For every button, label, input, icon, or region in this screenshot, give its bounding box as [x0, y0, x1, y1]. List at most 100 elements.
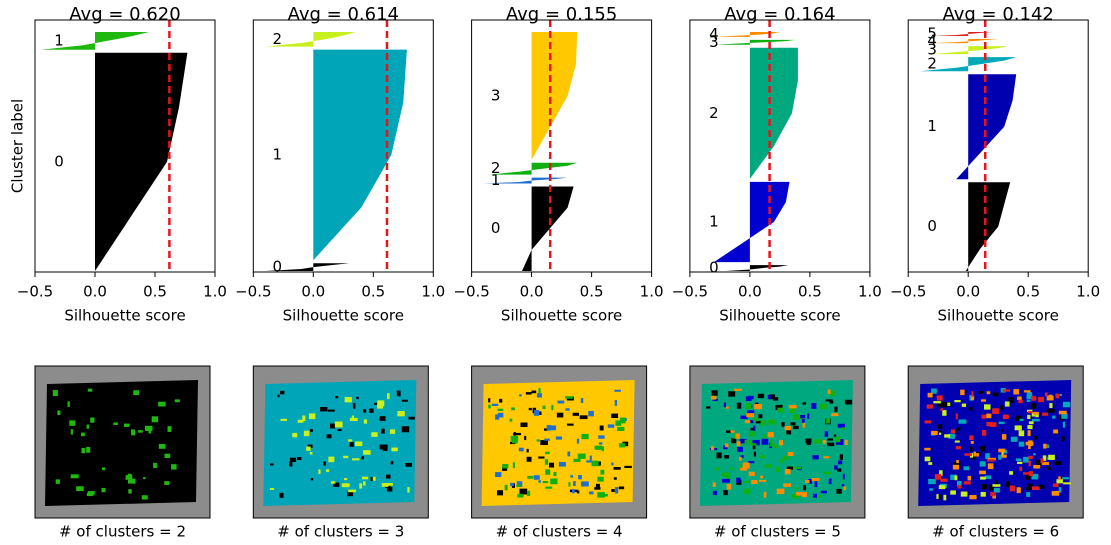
cluster-silhouette — [95, 52, 188, 272]
image-speck — [734, 388, 742, 391]
image-speck — [1054, 461, 1062, 466]
image-speck — [1023, 456, 1029, 463]
image-speck — [1040, 458, 1044, 464]
image-speck — [802, 492, 808, 498]
image-speck — [128, 478, 136, 484]
image-speck — [981, 430, 987, 436]
image-speck — [1062, 401, 1071, 408]
image-speck — [527, 475, 534, 479]
image-speck — [153, 462, 157, 469]
image-speck — [174, 399, 180, 403]
image-speck — [348, 489, 357, 493]
image-speck — [1028, 445, 1031, 450]
image-speck — [806, 442, 811, 446]
image-speck — [721, 472, 730, 477]
image-speck — [986, 421, 993, 427]
image-speck — [382, 446, 388, 451]
image-speck — [1010, 436, 1018, 442]
image-speck — [1009, 471, 1014, 475]
image-speck — [525, 392, 532, 395]
image-speck — [743, 488, 751, 495]
image-speck — [805, 479, 810, 484]
image-speck — [770, 439, 773, 445]
image-speck — [573, 481, 576, 486]
image-speck — [549, 425, 557, 431]
x-tick-label: −0.5 — [453, 283, 489, 301]
image-caption: # of clusters = 3 — [277, 523, 404, 541]
image-speck — [839, 454, 843, 460]
y-axis-label: Cluster label — [9, 99, 27, 193]
cluster-silhouette — [713, 39, 796, 45]
image-speck — [381, 428, 385, 434]
x-axis-label: Silhouette score — [938, 307, 1059, 325]
image-speck — [1051, 490, 1060, 496]
image-speck — [133, 390, 140, 396]
image-speck — [158, 444, 166, 449]
image-speck — [969, 495, 977, 500]
image-speck — [814, 439, 822, 444]
image-speck — [955, 413, 958, 420]
image-speck — [361, 456, 364, 460]
image-speck — [942, 410, 947, 416]
image-speck — [1037, 484, 1045, 489]
image-speck — [509, 418, 513, 422]
image-speck — [986, 459, 995, 462]
cluster-label: 1 — [927, 117, 937, 135]
image-speck — [70, 474, 79, 479]
image-speck — [739, 438, 747, 444]
image-speck — [978, 390, 984, 394]
image-speck — [555, 436, 563, 440]
image-speck — [781, 421, 785, 427]
image-speck — [1001, 451, 1004, 457]
image-speck — [550, 478, 558, 485]
image-speck — [337, 428, 342, 432]
image-speck — [763, 491, 767, 498]
image-speck — [742, 480, 750, 483]
cluster-silhouette — [725, 265, 789, 271]
image-speck — [954, 400, 961, 403]
image-speck — [613, 467, 621, 470]
image-speck — [618, 443, 626, 448]
image-speck — [936, 395, 943, 399]
image-speck — [726, 483, 732, 490]
image-speck — [269, 487, 275, 490]
image-speck — [614, 399, 618, 406]
image-speck — [772, 444, 779, 448]
image-speck — [391, 447, 398, 452]
cluster-label: 2 — [709, 104, 719, 122]
image-speck — [1030, 403, 1037, 409]
image-speck — [297, 419, 304, 423]
image-speck — [1033, 464, 1041, 469]
image-speck — [748, 471, 755, 476]
image-speck — [387, 393, 390, 400]
image-speck — [827, 438, 834, 441]
image-speck — [327, 409, 335, 412]
image-speck — [736, 446, 743, 452]
image-speck — [960, 389, 965, 396]
image-speck — [754, 404, 762, 410]
image-speck — [981, 399, 987, 402]
image-speck — [566, 423, 574, 426]
image-speck — [937, 494, 941, 500]
image-caption: # of clusters = 5 — [714, 523, 841, 541]
image-speck — [1062, 421, 1066, 428]
image-speck — [1034, 436, 1038, 440]
image-speck — [1053, 429, 1059, 434]
image-speck — [1000, 405, 1004, 410]
cluster-label: 4 — [709, 25, 719, 43]
image-speck — [712, 398, 718, 401]
image-speck — [782, 455, 789, 461]
image-speck — [939, 470, 943, 476]
image-speck — [1048, 454, 1055, 460]
image-speck — [576, 490, 580, 494]
image-speck — [600, 469, 605, 475]
image-speck — [615, 487, 619, 494]
image-speck — [745, 396, 752, 402]
image-speck — [1043, 443, 1047, 449]
image-speck — [725, 406, 729, 409]
image-speck — [1028, 455, 1033, 460]
image-speck — [928, 462, 933, 465]
chart-title: Avg = 0.614 — [288, 4, 399, 25]
image-speck — [950, 490, 956, 495]
